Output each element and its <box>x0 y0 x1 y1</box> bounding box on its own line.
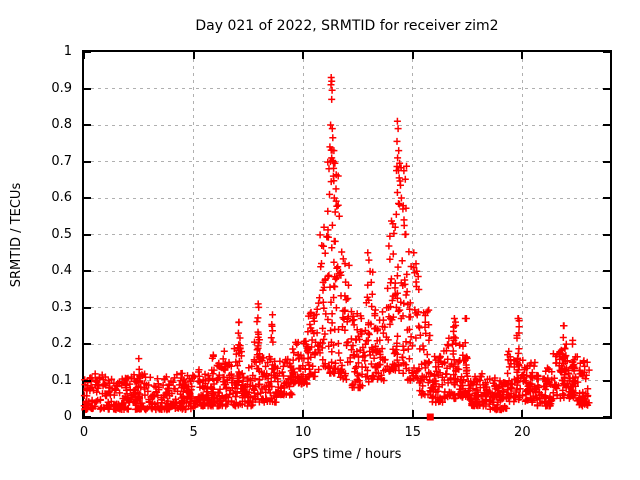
tick-mark <box>84 233 91 236</box>
y-axis-label: SRMTID / TECUs <box>9 182 24 288</box>
tick-mark <box>603 379 610 382</box>
v-gridline <box>302 52 304 417</box>
h-gridline <box>84 307 610 308</box>
tick-marks <box>83 51 610 418</box>
h-gridline <box>84 270 610 272</box>
tick-mark <box>84 416 91 418</box>
v-gridline <box>412 52 414 417</box>
tick-mark <box>603 233 610 236</box>
tick-mark <box>84 343 91 345</box>
tick-mark <box>84 87 91 90</box>
y-tick-label: 0.3 <box>51 299 72 315</box>
tick-mark <box>302 52 305 59</box>
tick-mark <box>521 52 524 59</box>
scatter-points <box>80 74 593 421</box>
tick-mark <box>84 124 91 126</box>
tick-mark <box>84 306 91 309</box>
h-gridline <box>84 197 610 199</box>
y-tick-label: 0.2 <box>51 336 72 351</box>
x-tick-label: 15 <box>404 425 422 440</box>
h-gridline <box>84 161 610 162</box>
x-tick-label: 5 <box>189 425 198 440</box>
h-gridline <box>84 124 610 126</box>
tick-mark <box>302 410 305 417</box>
tick-mark <box>84 197 91 199</box>
tick-mark <box>603 197 610 199</box>
x-tick-label: 20 <box>514 425 531 440</box>
h-gridline <box>84 234 610 235</box>
y-tick-label: 0.7 <box>51 153 72 169</box>
tick-mark <box>83 52 85 59</box>
h-gridline <box>84 88 610 89</box>
tick-mark <box>603 416 610 418</box>
tick-mark <box>603 306 610 309</box>
x-axis-label: GPS time / hours <box>292 447 402 462</box>
tick-mark <box>603 87 610 90</box>
y-tick-label: 0.6 <box>51 190 72 205</box>
y-tick-label: 0 <box>63 409 72 424</box>
x-tick-label: 10 <box>294 425 312 440</box>
tick-mark <box>84 160 91 163</box>
tick-mark <box>603 160 610 163</box>
tick-mark <box>411 52 414 59</box>
y-tick-label: 0.9 <box>51 80 72 96</box>
tick-mark <box>84 379 91 382</box>
y-tick-label: 0.8 <box>51 117 72 132</box>
tick-mark <box>83 410 85 417</box>
y-tick-label: 1 <box>63 44 72 59</box>
flagged-square-marker <box>426 413 434 421</box>
srmtid-plus-markers <box>80 74 593 414</box>
tick-mark <box>603 124 610 126</box>
chart-title: Day 021 of 2022, SRMTID for receiver zim… <box>195 18 499 34</box>
y-tick-label: 0.4 <box>51 263 72 278</box>
tick-mark <box>84 51 91 53</box>
y-tick-label: 0.1 <box>51 372 72 388</box>
tick-mark <box>84 270 91 272</box>
x-tick-label: 0 <box>79 425 89 440</box>
plot-area <box>80 50 612 421</box>
tick-mark <box>603 270 610 272</box>
v-gridline <box>521 52 523 417</box>
v-gridline <box>193 52 195 417</box>
tick-mark <box>411 410 414 417</box>
tick-mark <box>192 410 195 417</box>
tick-mark <box>603 51 610 53</box>
tick-mark <box>603 343 610 345</box>
tick-mark <box>192 52 195 59</box>
y-tick-label: 0.5 <box>51 226 72 242</box>
tick-mark <box>521 410 524 417</box>
